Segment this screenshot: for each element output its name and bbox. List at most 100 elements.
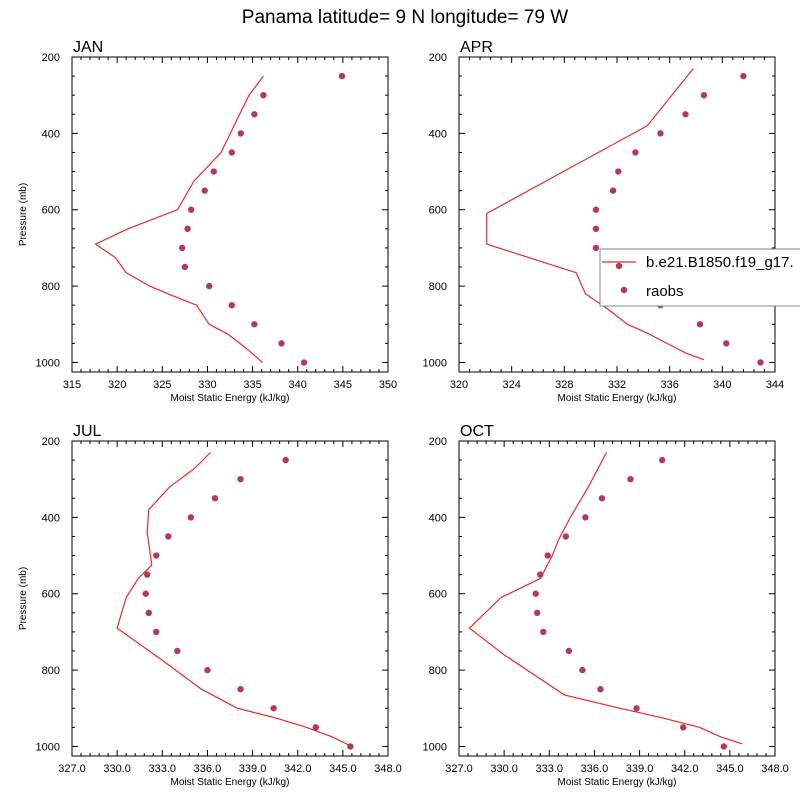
model-line bbox=[486, 68, 705, 361]
raobs-point bbox=[615, 168, 622, 175]
raobs-point bbox=[609, 187, 617, 194]
model-line bbox=[468, 452, 743, 745]
raobs-point bbox=[540, 628, 547, 636]
x-tick-label: 340 bbox=[713, 379, 731, 391]
raobs-point bbox=[534, 609, 541, 617]
raobs-point bbox=[211, 495, 219, 502]
raobs-point bbox=[187, 514, 195, 521]
raobs-point bbox=[720, 743, 728, 750]
x-tick-label: 339.0 bbox=[626, 763, 654, 775]
raobs-point bbox=[270, 705, 277, 712]
axes-frame bbox=[71, 56, 389, 373]
raobs-point bbox=[592, 225, 600, 233]
y-tick-label: 400 bbox=[429, 512, 447, 524]
panel-oct: OCT 327.0 330.0 333.0 336.0 339.0 342.0 345.0 34… bbox=[423, 423, 789, 788]
raobs-point bbox=[338, 72, 346, 80]
raobs-point bbox=[680, 724, 687, 731]
x-tick-label: 315 bbox=[63, 379, 81, 391]
legend-model-label: b.e21.B1850.f19_g17. bbox=[646, 254, 794, 271]
x-tick-label: 335 bbox=[243, 379, 261, 391]
raobs-point bbox=[282, 456, 289, 464]
legend-box bbox=[599, 248, 800, 307]
legend: b.e21.B1850.f19_g17.raobs bbox=[599, 248, 800, 307]
raobs-point bbox=[627, 475, 634, 483]
raobs-point bbox=[228, 149, 236, 156]
x-tick-label: 350 bbox=[379, 379, 397, 391]
raobs-point bbox=[237, 475, 244, 483]
raobs-point bbox=[696, 321, 704, 328]
axes-frame bbox=[458, 56, 776, 373]
y-tick-label: 800 bbox=[42, 281, 60, 293]
x-tick-label: 320 bbox=[450, 379, 468, 391]
raobs-point bbox=[632, 149, 639, 156]
raobs-point bbox=[582, 514, 589, 521]
x-tick-label: 332 bbox=[608, 379, 626, 391]
x-tick-label: 325 bbox=[153, 379, 171, 391]
legend-line-marker bbox=[615, 262, 623, 270]
raobs-point bbox=[174, 647, 181, 655]
y-tick-label: 800 bbox=[429, 281, 447, 293]
x-tick-label: 342.0 bbox=[671, 763, 699, 775]
y-tick-label: 400 bbox=[429, 128, 447, 140]
raobs-point bbox=[592, 206, 600, 213]
panels: JAN 315 320 325 330 335 340 345 350 200 400 600 800 1… bbox=[18, 39, 800, 788]
x-tick-label: 336.0 bbox=[581, 763, 609, 775]
x-tick-label: 330.0 bbox=[490, 763, 518, 775]
raobs-point bbox=[145, 609, 152, 617]
raobs-point bbox=[757, 359, 764, 366]
raobs-point bbox=[633, 705, 640, 712]
raobs-point bbox=[565, 647, 573, 655]
x-tick-label: 345.0 bbox=[716, 763, 744, 775]
x-tick-label: 327.0 bbox=[58, 763, 86, 775]
raobs-point bbox=[260, 91, 267, 99]
raobs-point bbox=[740, 72, 747, 80]
raobs-point bbox=[598, 495, 606, 502]
x-tick-label: 348.0 bbox=[374, 763, 402, 775]
plot-area bbox=[468, 452, 743, 750]
raobs-point bbox=[682, 111, 689, 118]
panel-jan: JAN 315 320 325 330 335 340 345 350 200 400 600 800 1… bbox=[18, 39, 397, 404]
raobs-point bbox=[532, 590, 539, 597]
y-tick-label: 400 bbox=[42, 128, 60, 140]
raobs-point bbox=[142, 590, 149, 597]
x-axis-label: Moist Static Energy (kJ/kg) bbox=[171, 393, 290, 404]
plot-area bbox=[486, 68, 764, 366]
y-tick-label: 200 bbox=[42, 436, 60, 448]
y-tick-label: 1000 bbox=[423, 357, 447, 369]
panel-jul: JUL 327.0 330.0 333.0 336.0 339.0 342.0 345.0 34… bbox=[18, 423, 402, 788]
y-tick-label: 400 bbox=[42, 512, 60, 524]
raobs-point bbox=[237, 685, 244, 693]
x-tick-label: 330.0 bbox=[103, 763, 131, 775]
x-tick-label: 327.0 bbox=[445, 763, 473, 775]
x-axis-label: Moist Static Energy (kJ/kg) bbox=[558, 777, 677, 788]
x-tick-label: 342.0 bbox=[284, 763, 312, 775]
raobs-point bbox=[210, 168, 217, 175]
y-tick-label: 600 bbox=[429, 205, 447, 217]
x-tick-label: 336.0 bbox=[194, 763, 222, 775]
x-tick-label: 345 bbox=[334, 379, 352, 391]
x-tick-label: 324 bbox=[502, 379, 520, 391]
y-tick-label: 600 bbox=[42, 205, 60, 217]
panel-apr: APR 320 324 328 332 336 340 344 200 400 600 800 1000… bbox=[423, 39, 800, 404]
y-tick-label: 800 bbox=[429, 665, 447, 677]
legend-obs-label: raobs bbox=[646, 283, 684, 300]
x-tick-label: 336 bbox=[660, 379, 678, 391]
raobs-point bbox=[537, 571, 544, 578]
raobs-point bbox=[206, 282, 213, 290]
x-tick-label: 330 bbox=[198, 379, 216, 391]
x-tick-label: 333.0 bbox=[149, 763, 177, 775]
raobs-point bbox=[592, 244, 600, 252]
x-tick-label: 333.0 bbox=[536, 763, 564, 775]
y-tick-label: 200 bbox=[42, 52, 60, 64]
y-tick-label: 200 bbox=[429, 52, 447, 64]
panel-title: APR bbox=[460, 39, 493, 56]
raobs-point bbox=[658, 456, 666, 464]
raobs-point bbox=[165, 533, 172, 540]
raobs-point bbox=[657, 130, 664, 137]
x-tick-label: 339.0 bbox=[239, 763, 267, 775]
raobs-point bbox=[723, 340, 730, 347]
raobs-point bbox=[237, 130, 245, 137]
y-tick-label: 600 bbox=[429, 589, 447, 601]
y-tick-label: 1000 bbox=[36, 741, 60, 753]
x-axis-label: Moist Static Energy (kJ/kg) bbox=[558, 393, 677, 404]
